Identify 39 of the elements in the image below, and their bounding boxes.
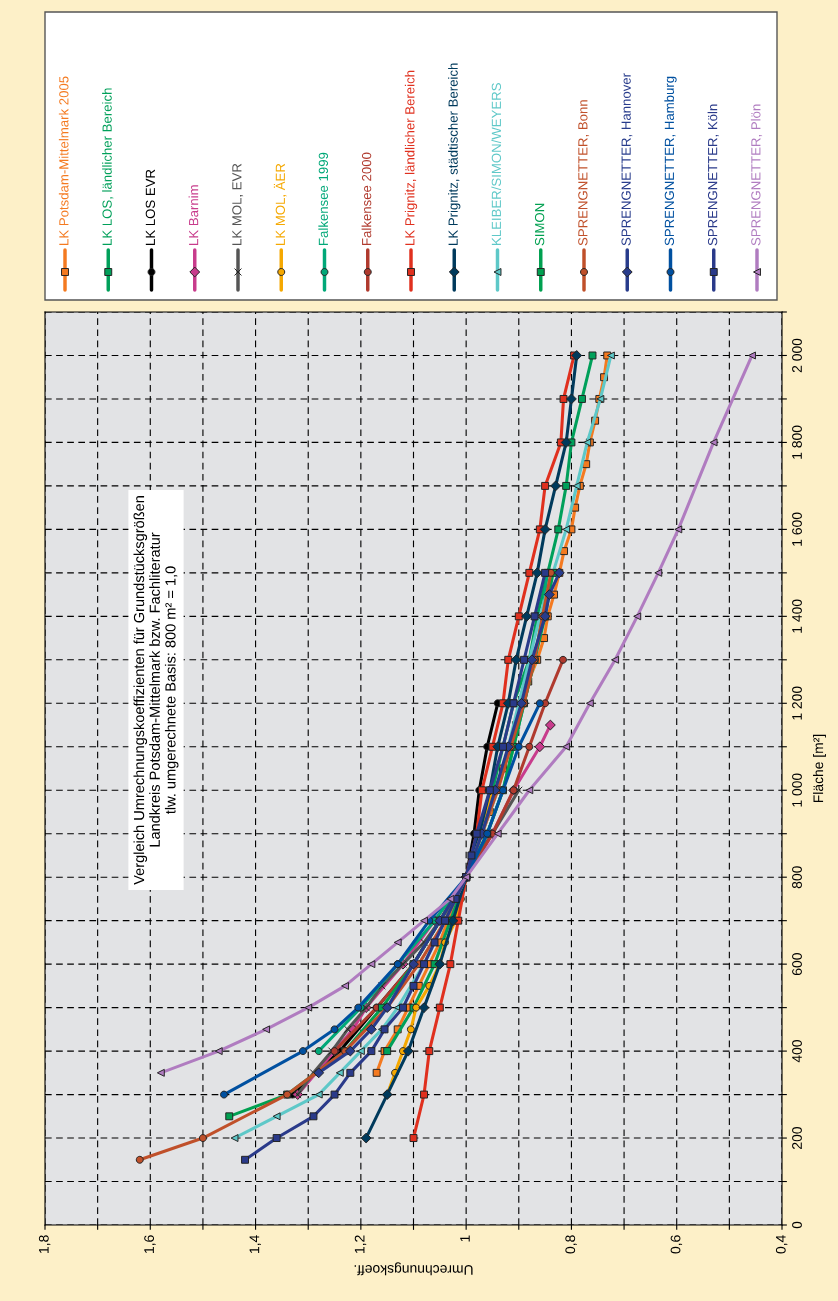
text: LK Prignitz, ländlicher Bereich (404, 70, 418, 245)
y-tick-label: 400 (792, 1040, 802, 1063)
text: LK LOS EVR (145, 169, 156, 245)
x-tick-label: 1 (460, 1235, 470, 1242)
text: Falkensee 2000 (361, 152, 372, 245)
x-tick-label: 1,6 (144, 1235, 156, 1253)
text: Falkensee 1999 (318, 152, 329, 245)
x-tick-label: 1,2 (354, 1235, 367, 1253)
x-tick-label: 0,8 (565, 1235, 577, 1254)
text: Vergleich Umrechnungskoeffizienten für Grundstücksgrößen Landkreis Potsdam-Mittelmark bzw. Fachliteratur tlw. umgerechnete Basis: 800 m² = 1,0 (133, 496, 179, 885)
text: LK Prignitz, städtischer Bereich (448, 63, 461, 245)
y-axis-title: Fläche [m²] (813, 734, 826, 803)
text: SIMON (534, 203, 545, 246)
y-tick-label: 200 (792, 1127, 802, 1149)
y-tick-label: 1 200 (792, 686, 802, 720)
y-tick-label: 800 (792, 866, 802, 889)
text: SPRENGNETTER, Köln (707, 104, 719, 246)
y-tick-label: 1 800 (792, 425, 802, 459)
x-tick-label: 0,6 (670, 1235, 683, 1254)
text: LK MOL, EVR (232, 163, 244, 245)
y-tick-label: 0 (792, 1221, 802, 1229)
y-tick-label: 2 000 (792, 338, 802, 373)
text: LK LOS, ländlicher Bereich (102, 88, 114, 245)
text: SPRENGNETTER, Bonn (578, 100, 590, 246)
y-tick-label: 1 600 (792, 512, 802, 546)
y-tick-label: 1 000 (792, 773, 802, 807)
y-tick-label: 1 400 (792, 599, 802, 633)
x-tick-label: 0,4 (775, 1235, 788, 1254)
x-axis-title: Umrechnungskoeff. (354, 1262, 473, 1276)
text: KLEIBER/SIMON/WEYERS (491, 83, 502, 245)
text: LK Potsdam-Mittelmark 2005 (58, 76, 69, 245)
x-tick-label: 1,4 (249, 1235, 261, 1253)
x-tick-label: 1,8 (38, 1235, 51, 1253)
text: SPRENGNETTER, Plön (750, 104, 763, 246)
y-tick-label: 600 (792, 953, 802, 976)
text: SPRENGNETTER, Hannover (621, 73, 633, 246)
text: SPRENGNETTER, Hamburg (664, 76, 677, 246)
text: LK MOL, ÄER (273, 163, 287, 245)
text: LK Barnim (188, 185, 199, 245)
